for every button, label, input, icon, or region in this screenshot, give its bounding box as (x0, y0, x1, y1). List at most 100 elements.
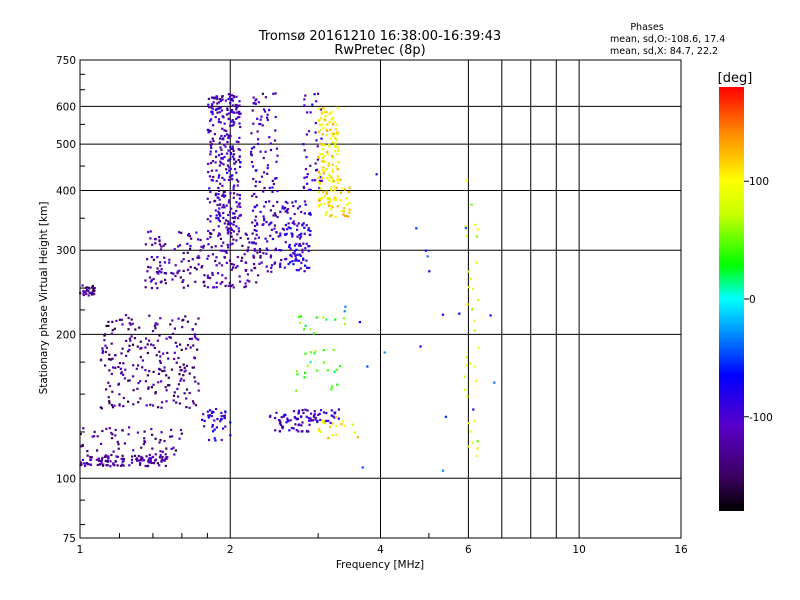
data-point (259, 255, 262, 258)
data-point (124, 314, 128, 317)
data-point (145, 455, 148, 458)
data-point (194, 404, 197, 407)
data-point (238, 197, 241, 200)
data-point (114, 354, 117, 357)
data-point (172, 394, 176, 397)
data-point (239, 160, 242, 164)
data-point (251, 109, 254, 112)
data-point (120, 318, 123, 321)
data-point (92, 287, 95, 291)
data-point (309, 233, 312, 236)
data-point (250, 147, 254, 150)
data-point (335, 186, 338, 189)
data-point (281, 227, 284, 230)
data-point (333, 145, 336, 148)
data-point (147, 461, 150, 464)
data-point (284, 210, 287, 213)
data-point (306, 364, 309, 368)
data-point (107, 396, 110, 399)
data-point (215, 169, 218, 172)
data-point (209, 144, 212, 147)
data-point (288, 245, 291, 249)
data-point (91, 293, 94, 296)
data-point (113, 404, 116, 407)
data-point (254, 224, 257, 228)
data-point (231, 124, 234, 127)
data-point (146, 343, 149, 346)
data-point (227, 213, 230, 217)
data-point (164, 386, 167, 389)
data-point (424, 249, 427, 252)
data-point (319, 153, 322, 156)
data-point (218, 198, 221, 201)
data-point (147, 339, 151, 342)
data-point (220, 148, 223, 151)
data-point (210, 246, 213, 249)
data-point (250, 269, 253, 272)
data-point (197, 238, 200, 241)
data-point (309, 417, 312, 420)
data-point (145, 337, 148, 340)
data-point (139, 340, 142, 343)
data-point (148, 314, 151, 317)
data-point (223, 122, 226, 125)
data-point (177, 245, 180, 248)
data-point (252, 241, 255, 244)
data-point (206, 276, 210, 279)
data-point (293, 416, 296, 419)
data-point (185, 364, 189, 367)
data-point (282, 415, 285, 418)
data-point (232, 266, 235, 269)
data-point (144, 286, 147, 289)
data-point (149, 280, 153, 283)
data-point (144, 279, 147, 282)
data-point (229, 421, 232, 424)
data-point (108, 353, 111, 356)
data-point (238, 104, 241, 107)
data-point (151, 404, 155, 407)
data-point (158, 240, 161, 243)
data-point (103, 455, 107, 458)
data-point (89, 458, 93, 461)
data-point (228, 282, 231, 285)
data-point (239, 213, 242, 217)
data-point (292, 427, 295, 430)
data-point (272, 182, 275, 186)
data-point (194, 280, 197, 283)
data-point (111, 406, 115, 409)
data-point (292, 220, 295, 223)
data-point (184, 347, 188, 350)
data-point (122, 373, 125, 376)
data-point (254, 242, 257, 245)
data-point (469, 277, 472, 280)
data-point (303, 232, 306, 235)
data-point (225, 261, 228, 264)
data-point (161, 450, 164, 453)
data-point (108, 402, 111, 405)
data-point (215, 286, 218, 289)
data-point (158, 270, 161, 273)
data-point (322, 411, 326, 414)
data-point (109, 465, 112, 468)
data-point (137, 455, 140, 458)
data-point (200, 266, 203, 269)
data-point (196, 348, 199, 351)
data-point (262, 215, 265, 218)
data-point (312, 415, 315, 418)
data-point (304, 371, 307, 375)
data-point (182, 269, 185, 272)
data-point (268, 186, 271, 189)
data-point (119, 464, 122, 467)
data-point (165, 374, 168, 377)
data-point (117, 365, 120, 369)
data-point (89, 463, 92, 466)
data-point (206, 197, 209, 200)
data-point (191, 328, 194, 331)
data-point (140, 457, 144, 460)
data-point (107, 320, 110, 323)
data-point (470, 203, 473, 206)
data-point (464, 388, 467, 391)
data-point (330, 388, 333, 391)
data-point (153, 324, 156, 328)
data-point (85, 292, 88, 295)
